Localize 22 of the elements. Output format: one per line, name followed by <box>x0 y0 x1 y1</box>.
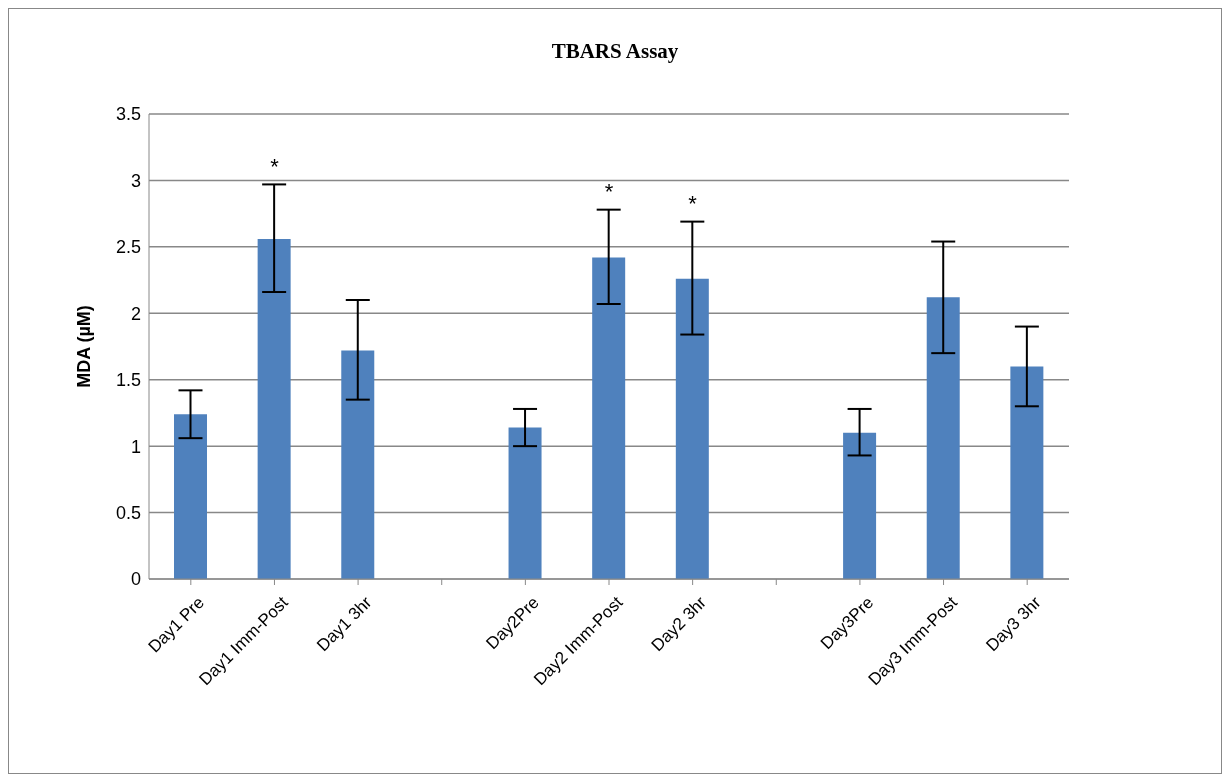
bar <box>926 297 960 579</box>
bar <box>174 414 207 579</box>
bar <box>1010 366 1044 579</box>
y-tick-label: 2 <box>130 303 141 324</box>
bar <box>508 427 542 579</box>
data-label: * <box>270 154 280 180</box>
chart-title: TBARS Assay <box>550 39 680 64</box>
y-tick-label: 3 <box>130 170 141 191</box>
bar <box>592 257 626 579</box>
y-axis-title: MDA (µM) <box>74 305 95 388</box>
y-tick-label: 1.5 <box>115 370 141 391</box>
y-tick-label: 1 <box>130 436 141 457</box>
bar <box>257 238 291 579</box>
y-tick-label: 0.5 <box>115 502 141 523</box>
y-tick-label: 3.5 <box>115 104 141 125</box>
bar <box>675 278 709 579</box>
data-label: * <box>604 179 614 205</box>
bar <box>341 350 375 579</box>
data-label: * <box>688 191 698 217</box>
bar <box>843 432 877 579</box>
y-tick-label: 2.5 <box>115 237 141 258</box>
y-tick-label: 0 <box>130 569 141 590</box>
